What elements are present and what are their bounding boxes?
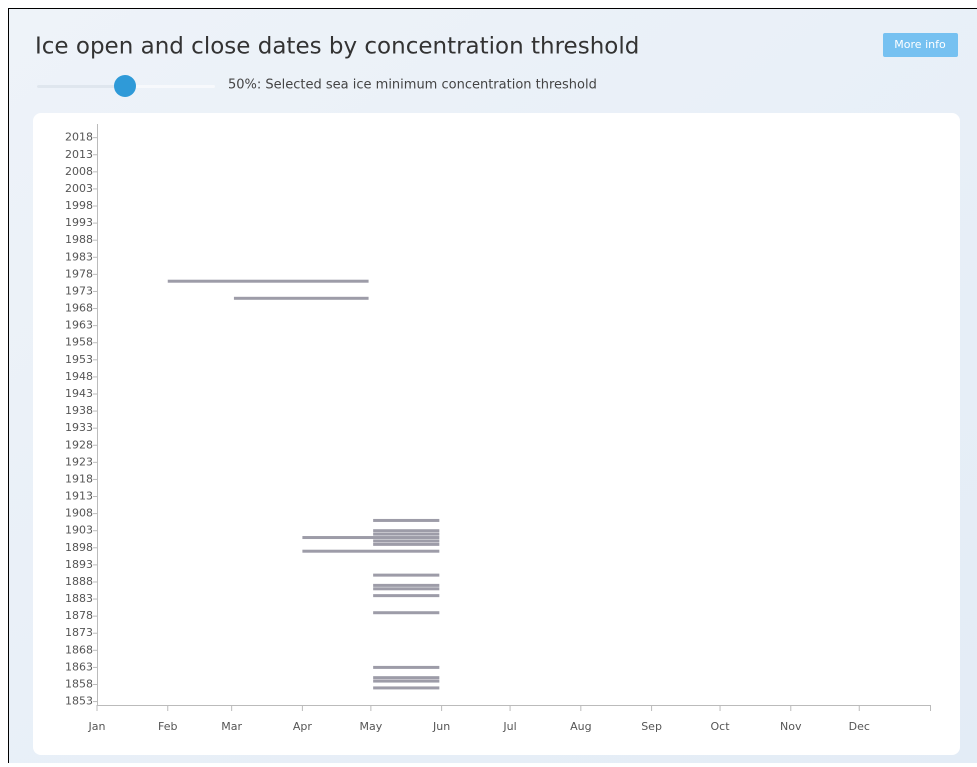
x-tick-label: Jun [432,720,450,733]
ice-period-bar [373,587,440,591]
y-tick-label: 1898 [65,541,93,554]
ice-period-bar [302,549,440,553]
slider-knob[interactable] [114,75,136,97]
y-tick-label: 1998 [65,199,93,212]
ice-period-bar [373,665,440,669]
y-tick-label: 1873 [65,626,93,639]
y-tick-label: 1913 [65,490,93,503]
y-tick-label: 1948 [65,370,93,383]
x-tick-label: Dec [849,720,870,733]
x-tick-label: Feb [158,720,177,733]
ice-period-bar [373,583,440,587]
ice-period-bar [373,676,440,680]
slider-fill [37,85,125,88]
ice-period-bar [373,594,440,598]
y-tick-label: 1933 [65,421,93,434]
ice-period-bar [167,279,369,283]
y-tick-label: 1968 [65,302,93,315]
ice-period-bar [373,611,440,615]
ice-period-bar [373,532,440,536]
ice-period-bar [373,686,440,690]
y-tick-label: 1908 [65,507,93,520]
x-tick-label: Sep [641,720,662,733]
y-tick-label: 1978 [65,267,93,280]
y-tick-label: 1893 [65,558,93,571]
y-tick-label: 1938 [65,404,93,417]
ice-period-bar [302,536,440,540]
ice-period-bar [373,573,440,577]
y-tick-label: 1988 [65,233,93,246]
ice-period-bar [373,679,440,683]
more-info-button[interactable] [883,33,958,57]
ice-period-bar [373,539,440,543]
y-tick-label: 1983 [65,250,93,263]
title: Ice open and close dates by concentratio… [35,34,639,60]
y-tick-label: 2018 [65,131,93,144]
ice-period-bar [373,518,440,522]
y-tick-label: 1858 [65,677,93,690]
y-tick-label: 1888 [65,575,93,588]
x-tick-label: Oct [711,720,731,733]
y-tick-label: 1863 [65,660,93,673]
y-tick-label: 2003 [65,182,93,195]
y-tick-label: 1878 [65,609,93,622]
x-tick-label: Jan [88,720,106,733]
y-tick-label: 2008 [65,165,93,178]
ice-period-bar [233,296,369,300]
ice-period-bar [373,542,440,546]
x-tick-label: Nov [780,720,802,733]
y-tick-label: 1958 [65,336,93,349]
y-tick-label: 1923 [65,455,93,468]
chart-card [33,113,960,755]
y-tick-label: 1928 [65,438,93,451]
y-tick-label: 1853 [65,695,93,708]
y-tick-label: 1993 [65,216,93,229]
y-tick-label: 1918 [65,472,93,485]
slider-label: 50%: Selected sea ice minimum concentrat… [228,78,597,93]
x-tick-label: May [359,720,382,733]
x-tick-label: Jul [502,720,516,733]
y-tick-label: 1953 [65,353,93,366]
y-tick-label: 1973 [65,284,93,297]
y-tick-label: 2013 [65,148,93,161]
y-tick-label: 1883 [65,592,93,605]
x-tick-label: Apr [293,720,313,733]
y-tick-label: 1963 [65,319,93,332]
x-tick-label: Mar [221,720,242,733]
y-tick-label: 1903 [65,524,93,537]
ice-period-bar [373,529,440,533]
x-tick-label: Aug [570,720,591,733]
y-tick-label: 1943 [65,387,93,400]
more-info-label[interactable]: More info [894,38,946,51]
y-tick-label: 1868 [65,643,93,656]
